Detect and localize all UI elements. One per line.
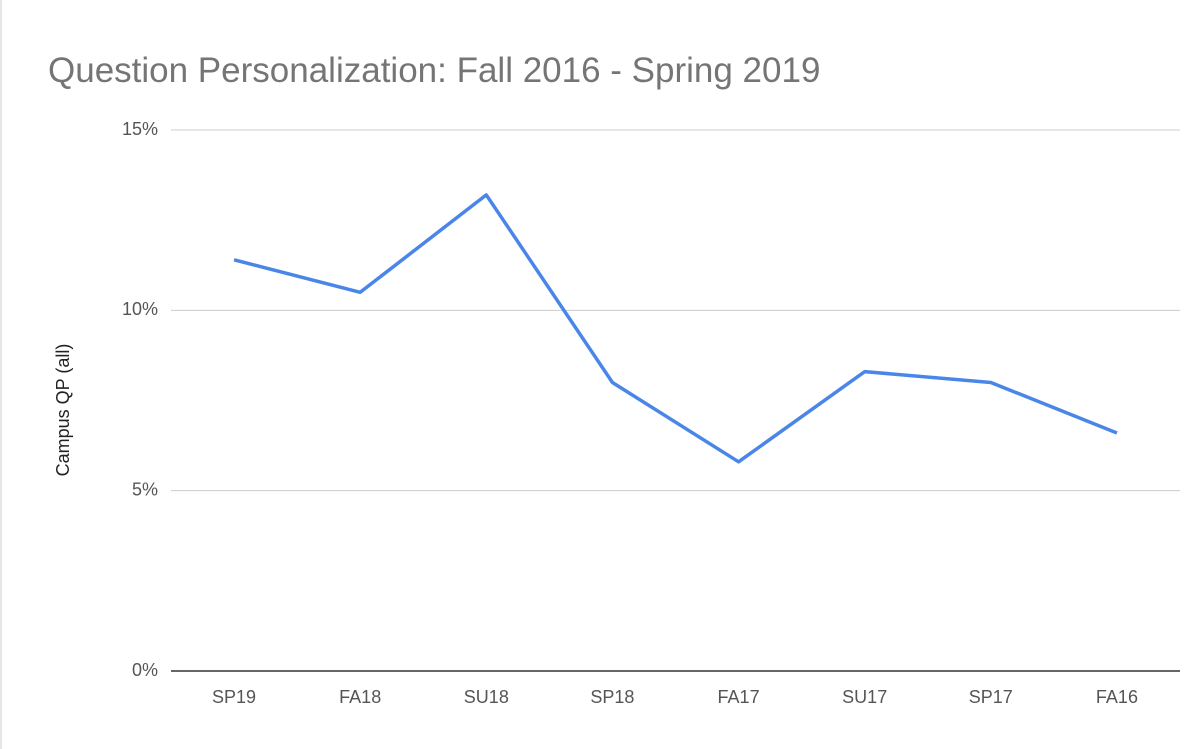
y-axis-label: Campus QP (all) — [53, 344, 73, 477]
x-tick-label: SP17 — [969, 687, 1013, 707]
line-series — [233, 193, 1118, 464]
x-tick-label: FA17 — [718, 687, 760, 707]
y-tick-label: 15% — [122, 119, 158, 139]
x-tick-label: SU18 — [464, 687, 509, 707]
x-tick-label: FA16 — [1096, 687, 1138, 707]
x-tick-label: FA18 — [339, 687, 381, 707]
y-tick-label: 10% — [122, 299, 158, 319]
y-tick-label: 5% — [132, 479, 158, 499]
chart-title: Question Personalization: Fall 2016 - Sp… — [48, 51, 820, 90]
x-tick-label: SP18 — [590, 687, 634, 707]
x-tick-label: SU17 — [842, 687, 887, 707]
x-tick-label: SP19 — [212, 687, 256, 707]
y-tick-label: 0% — [132, 660, 158, 680]
